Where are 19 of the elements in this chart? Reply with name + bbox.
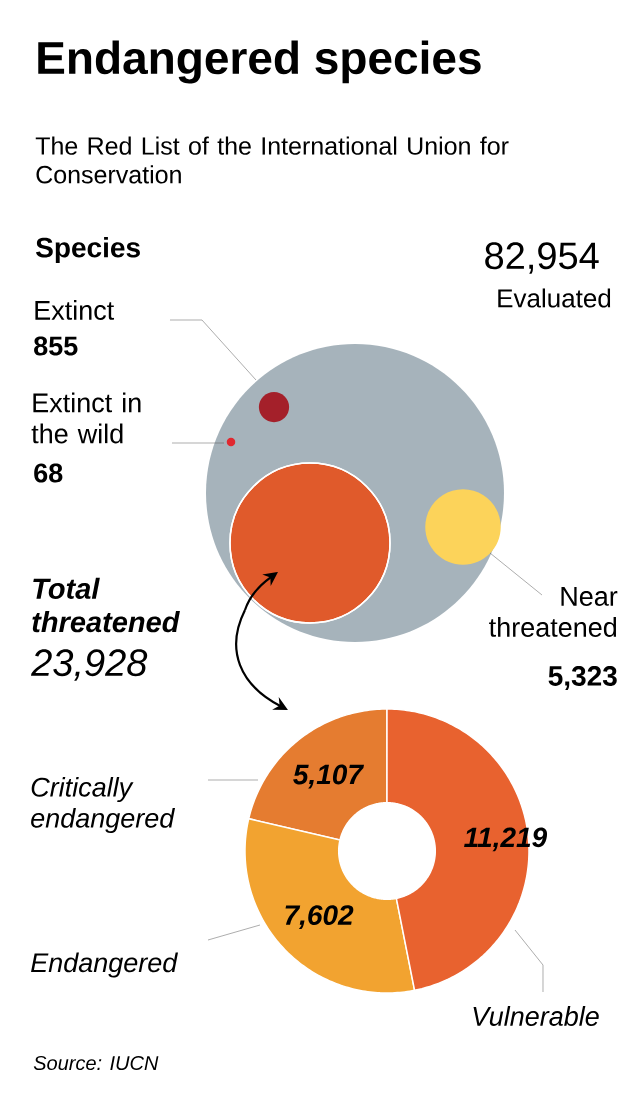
category-label: Total threatened bbox=[32, 577, 180, 633]
slice-label: Endangered bbox=[31, 952, 179, 978]
source-note: Source: IUCN bbox=[33, 1055, 159, 1071]
data-label: 5,107 bbox=[293, 764, 364, 789]
text: Endangered species bbox=[38, 40, 481, 84]
slice-label: Vulnerable bbox=[473, 1006, 599, 1026]
text: The Red List of the International Union for Conservation bbox=[35, 136, 509, 184]
slice-label: Critically endangered bbox=[31, 776, 176, 834]
category-label: Extinct in the wild bbox=[31, 392, 141, 444]
text: Species bbox=[36, 236, 140, 264]
data-label: 23,928 bbox=[30, 649, 148, 681]
data-label: 82,954 bbox=[485, 242, 599, 274]
category-label: Extinct bbox=[35, 300, 115, 320]
data-label: 855 bbox=[34, 336, 78, 356]
category-label: Near threatened bbox=[489, 587, 618, 637]
data-label: 5,323 bbox=[548, 666, 617, 690]
category-label: Evaluated bbox=[498, 288, 611, 308]
data-label: 68 bbox=[34, 463, 63, 483]
data-label: 7,602 bbox=[285, 905, 354, 930]
